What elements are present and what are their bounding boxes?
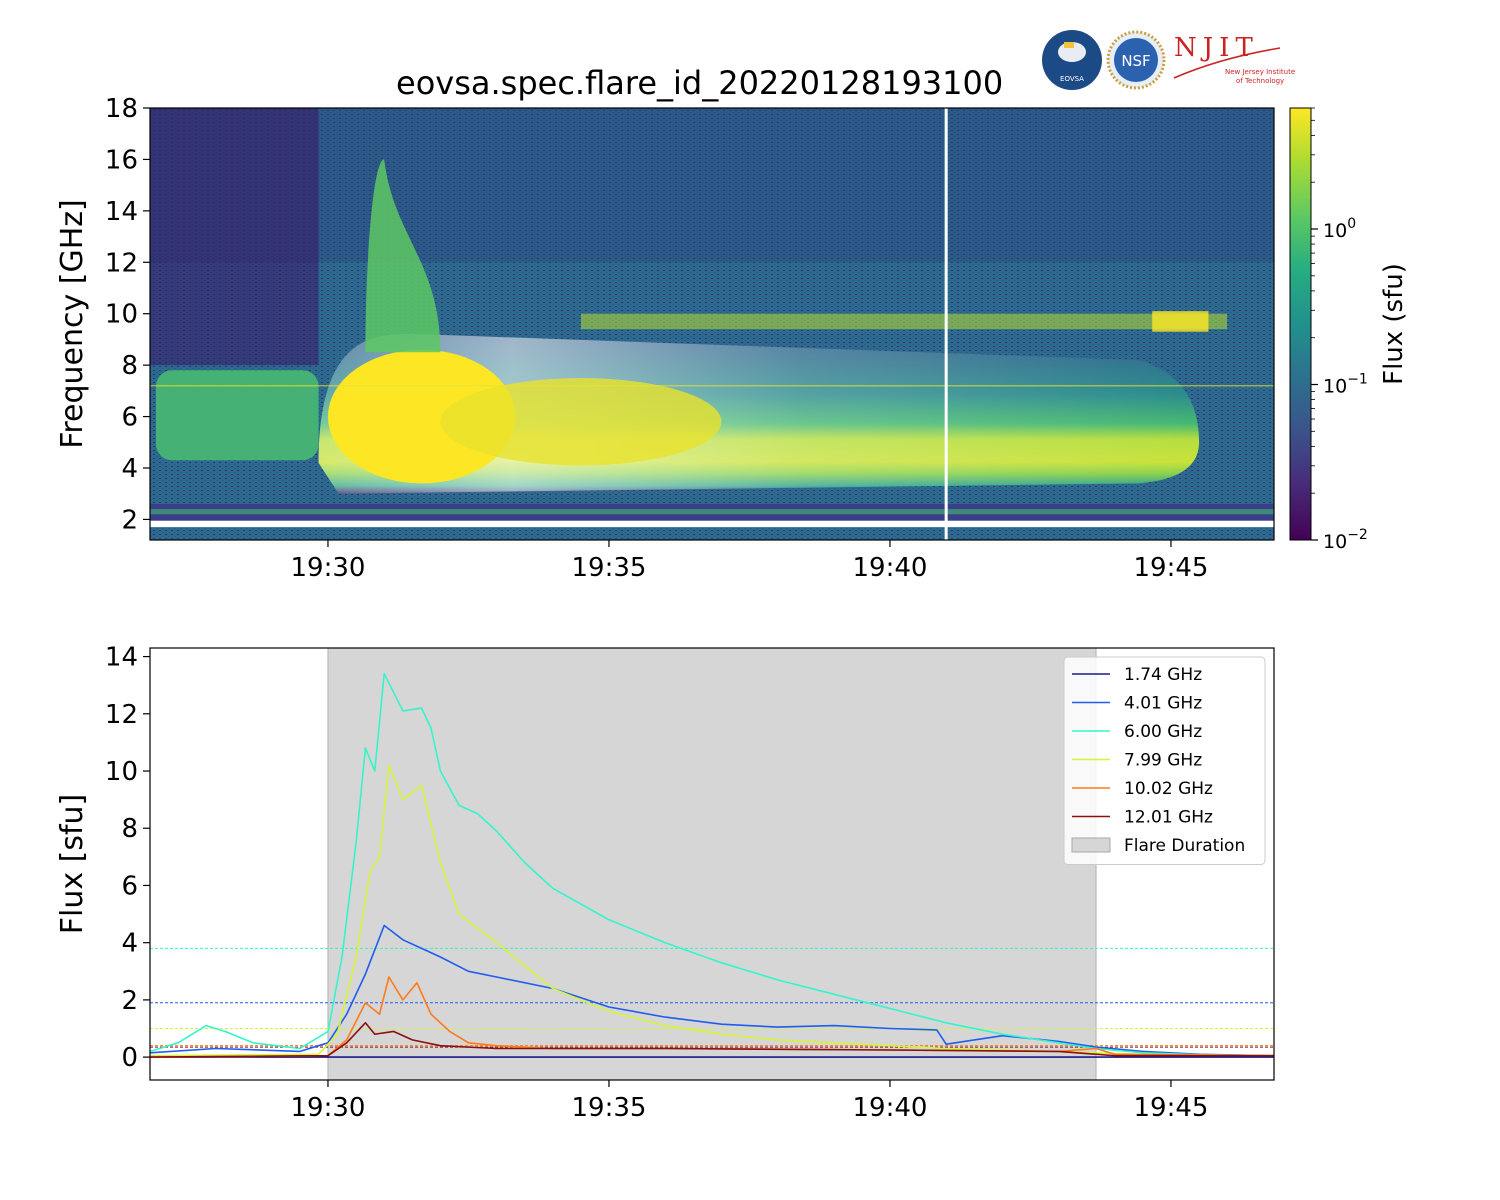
series-line	[150, 764, 1274, 1057]
njit-logo: NJIT New Jersey Institute of Technology	[1173, 33, 1295, 85]
series-line	[150, 672, 1274, 1057]
nsf-logo-text: NSF	[1121, 52, 1150, 70]
spectrogram-ytick-label: 18	[105, 94, 138, 124]
spectrogram-ytick-label: 6	[121, 403, 138, 433]
eovsa-logo: EOVSA	[1042, 30, 1102, 90]
spectrogram-xtick-label: 19:40	[852, 553, 927, 583]
colorbar	[1289, 107, 1312, 541]
spectrogram-axes: 19:30 19:35 19:40 19:45 2 4 6 8 10 12 14 16 18	[105, 94, 1209, 583]
spectrogram-ylabel: Frequency [GHz]	[55, 199, 90, 448]
legend-entry: 12.01 GHz	[1124, 808, 1213, 828]
lightcurve-ytick-label: 2	[121, 986, 138, 1016]
legend: 1.74 GHz 4.01 GHz 6.00 GHz 7.99 GHz 10.02 GH…	[1063, 656, 1266, 865]
legend-entry: 10.02 GHz	[1124, 779, 1213, 799]
lightcurve-frame	[149, 647, 1275, 1081]
legend-entry: Flare Duration	[1124, 836, 1245, 856]
njit-logo-sub2: of Technology	[1236, 77, 1284, 85]
lightcurve-ytick-label: 12	[105, 700, 138, 730]
legend-box	[1063, 656, 1266, 865]
colorbar-ticks: 10−2 10−1 100	[1311, 107, 1368, 553]
lightcurve-ytick-label: 8	[121, 814, 138, 844]
preflare-quiet-region	[150, 108, 319, 366]
preflare-emission	[156, 370, 319, 461]
spectrogram-ytick-label: 16	[105, 145, 138, 175]
spectrogram-image	[150, 108, 1274, 540]
lightcurve-xtick-label: 19:40	[852, 1093, 927, 1123]
logos: EOVSA NSF NJIT New Jersey Institute of T…	[1042, 30, 1295, 90]
njit-logo-text: NJIT	[1174, 33, 1259, 63]
data-gap-line	[944, 108, 948, 540]
spectrogram-ytick-label: 4	[121, 454, 138, 484]
spectrogram-ytick-label: 12	[105, 248, 138, 278]
lightcurve-panel: 19:30 19:35 19:40 19:45 0 2 4 6 8 10 12 14 Flux [sf…	[55, 643, 1275, 1123]
spectrogram-xtick-label: 19:45	[1133, 553, 1208, 583]
lightcurve-xtick-label: 19:45	[1133, 1093, 1208, 1123]
missing-data-band	[150, 520, 1274, 528]
high-frequency-plume	[365, 159, 441, 353]
colorbar-tick-label: 100	[1323, 216, 1356, 242]
flare-duration-region	[327, 648, 1097, 1080]
spectrogram-ytick-label: 10	[105, 300, 138, 330]
lightcurve-axes: 19:30 19:35 19:40 19:45 0 2 4 6 8 10 12 14	[105, 643, 1209, 1123]
spectrogram-ytick-label: 2	[121, 505, 138, 535]
colorbar-label: Flux (sfu)	[1379, 263, 1409, 385]
flare-peak-core	[327, 349, 516, 484]
lightcurve-xtick-label: 19:30	[290, 1093, 365, 1123]
lightcurve-ytick-label: 10	[105, 757, 138, 787]
rfi-band	[580, 313, 1228, 330]
legend-entry: 1.74 GHz	[1124, 665, 1202, 685]
colorbar-tick-label: 10−2	[1323, 527, 1368, 553]
lightcurve-plot	[150, 648, 1274, 1080]
spectrogram-xtick-label: 19:35	[571, 553, 646, 583]
spectrogram-frame	[149, 107, 1275, 541]
lightcurve-ytick-label: 14	[105, 643, 138, 673]
lightcurve-ytick-label: 0	[121, 1043, 138, 1073]
lightcurve-xtick-label: 19:35	[571, 1093, 646, 1123]
lightcurve-ytick-label: 4	[121, 929, 138, 959]
lightcurve-ytick-label: 6	[121, 871, 138, 901]
spectrogram-xtick-label: 19:30	[290, 553, 365, 583]
spectrogram-ytick-label: 14	[105, 197, 138, 227]
nsf-logo: NSF	[1106, 30, 1166, 90]
eovsa-logo-text: EOVSA	[1060, 75, 1084, 83]
figure-title: eovsa.spec.flare_id_20220128193100	[396, 64, 1004, 102]
legend-entry: 4.01 GHz	[1124, 694, 1202, 714]
colorbar-tick-label: 10−1	[1323, 372, 1368, 398]
legend-entry: 6.00 GHz	[1124, 722, 1202, 742]
legend-swatch	[1071, 837, 1111, 853]
legend-entry: 7.99 GHz	[1124, 751, 1202, 771]
njit-logo-sub1: New Jersey Institute	[1225, 68, 1295, 76]
series-line	[150, 1021, 1274, 1058]
spectrogram-ytick-label: 8	[121, 351, 138, 381]
spectrogram-panel: 19:30 19:35 19:40 19:45 2 4 6 8 10 12 14 16 18 Frequ…	[55, 94, 1409, 583]
lightcurve-ylabel: Flux [sfu]	[55, 794, 90, 935]
